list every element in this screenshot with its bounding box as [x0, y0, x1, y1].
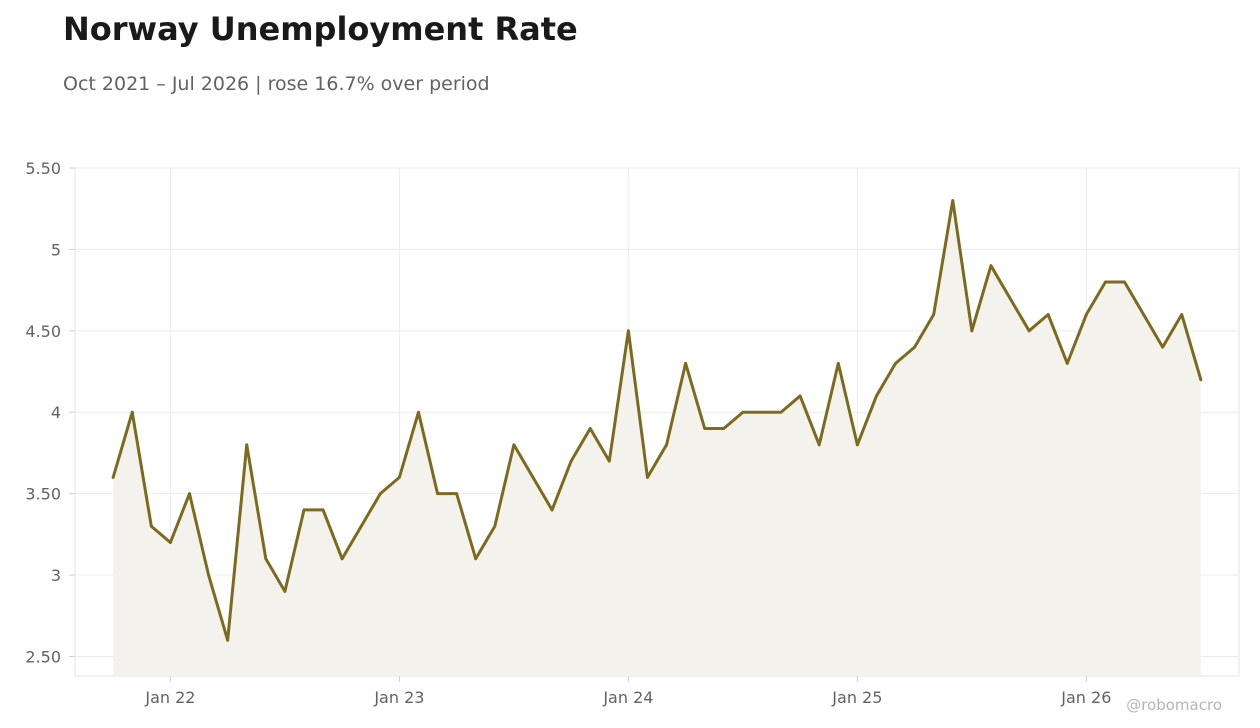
data-point — [989, 264, 993, 268]
data-point — [188, 492, 191, 496]
data-point — [684, 361, 688, 365]
data-point — [855, 443, 859, 447]
x-tick-label: Jan 26 — [1060, 688, 1111, 707]
data-point — [531, 475, 535, 479]
y-tick-label: 5.50 — [25, 159, 61, 178]
data-point — [760, 410, 764, 414]
data-point — [245, 443, 249, 447]
data-point — [321, 508, 325, 512]
data-point — [1084, 313, 1088, 316]
data-point — [1046, 313, 1050, 316]
data-point — [894, 361, 897, 365]
x-axis-ticks: Jan 22 Jan 23 Jan 24 Jan 25 Jan 26 — [144, 676, 1111, 707]
y-axis-ticks: 2.50 3 3.50 4 4.50 5 5.50 — [25, 159, 75, 666]
series-line-group — [111, 199, 1203, 642]
data-point — [951, 199, 955, 202]
data-point — [512, 443, 516, 447]
y-tick-label: 4 — [51, 403, 61, 422]
data-point — [1123, 280, 1126, 284]
data-point — [913, 345, 917, 349]
data-point — [378, 492, 382, 496]
data-point — [169, 541, 172, 544]
x-tick-label: Jan 24 — [602, 688, 653, 707]
data-point — [302, 508, 306, 512]
x-tick-label: Jan 25 — [831, 688, 882, 707]
data-point — [397, 475, 401, 479]
data-point — [569, 459, 573, 463]
y-tick-label: 2.50 — [25, 647, 61, 666]
data-point — [817, 443, 821, 447]
data-point — [798, 394, 802, 398]
data-point — [1104, 280, 1107, 284]
data-point — [340, 557, 344, 561]
y-tick-label: 3.50 — [25, 485, 61, 504]
data-point — [932, 313, 936, 316]
data-point — [550, 508, 554, 512]
data-point — [207, 573, 210, 577]
data-point — [779, 410, 783, 414]
data-point — [1142, 313, 1145, 316]
data-point — [665, 443, 668, 447]
data-point — [741, 410, 745, 414]
credit-label: @robomacro — [1126, 696, 1222, 714]
data-point — [359, 524, 363, 528]
data-point — [436, 492, 439, 496]
y-tick-label: 3 — [51, 566, 61, 585]
x-tick-label: Jan 22 — [144, 688, 195, 707]
data-point — [588, 427, 592, 430]
area-shape — [113, 200, 1201, 676]
series-line — [111, 199, 1203, 642]
data-point — [836, 361, 840, 365]
data-point — [264, 557, 268, 561]
data-point — [493, 524, 497, 528]
data-point — [1161, 345, 1165, 349]
data-point — [283, 589, 287, 593]
data-point — [722, 427, 726, 430]
y-tick-label: 5 — [51, 240, 61, 259]
data-point — [875, 394, 878, 398]
data-point — [455, 492, 459, 496]
data-point — [1065, 361, 1069, 365]
chart-subtitle: Oct 2021 – Jul 2026 | rose 16.7% over pe… — [63, 73, 490, 95]
data-point — [646, 475, 649, 479]
data-point — [226, 638, 230, 642]
data-point — [607, 459, 611, 463]
data-point — [111, 475, 115, 479]
data-point — [1180, 313, 1184, 316]
data-point — [474, 557, 478, 561]
data-point — [149, 524, 153, 528]
area-fill — [113, 200, 1201, 676]
chart-title: Norway Unemployment Rate — [63, 10, 578, 48]
y-tick-label: 4.50 — [25, 322, 61, 341]
x-tick-label: Jan 23 — [373, 688, 424, 707]
data-point — [1199, 378, 1203, 382]
data-point — [1008, 296, 1012, 300]
data-point — [1027, 329, 1031, 333]
data-point — [130, 410, 134, 414]
data-point — [703, 427, 707, 430]
data-points — [111, 199, 1203, 642]
data-point — [626, 329, 630, 333]
data-point — [970, 329, 974, 333]
data-point — [417, 410, 420, 414]
